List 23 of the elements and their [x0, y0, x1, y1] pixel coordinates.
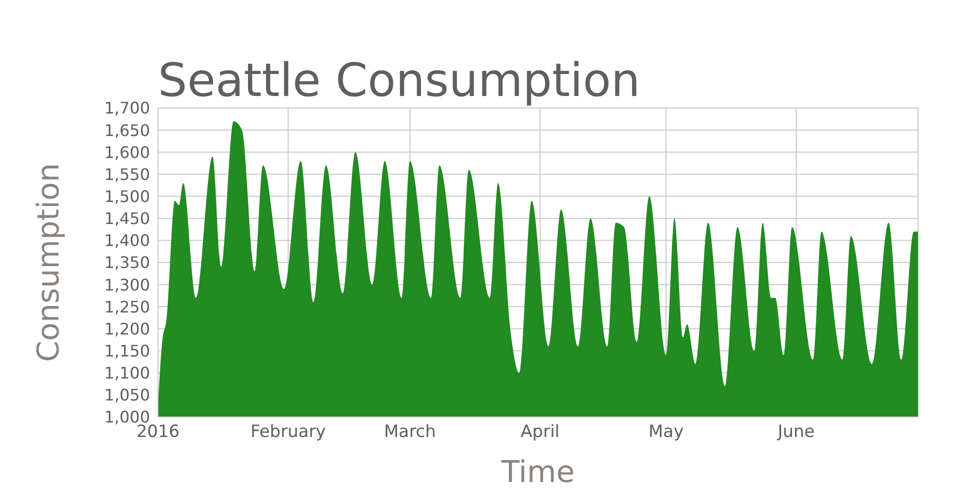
- y-tick-label: 1,550: [104, 164, 150, 184]
- x-tick-label: 2016: [136, 422, 180, 442]
- y-tick-label: 1,500: [104, 186, 150, 206]
- y-tick-label: 1,300: [104, 275, 150, 294]
- x-axis-title: Time: [500, 455, 575, 490]
- y-tick-label: 1,200: [104, 319, 150, 338]
- y-tick-label: 1,150: [104, 341, 150, 360]
- y-tick-label: 1,650: [104, 120, 150, 140]
- x-tick-label: February: [250, 422, 326, 442]
- y-tick-label: 1,100: [104, 364, 150, 383]
- y-tick-label: 1,450: [104, 209, 150, 228]
- y-tick-label: 1,250: [104, 297, 150, 316]
- y-tick-label: 1,700: [104, 98, 150, 118]
- x-tick-label: June: [776, 422, 815, 442]
- y-tick-label: 1,050: [104, 386, 150, 405]
- y-tick-label: 1,600: [104, 142, 150, 162]
- chart-title: Seattle Consumption: [158, 52, 640, 108]
- x-tick-label: April: [520, 422, 560, 442]
- y-tick-label: 1,400: [104, 231, 150, 250]
- x-tick-label: March: [384, 422, 436, 442]
- x-tick-label: May: [648, 422, 684, 442]
- y-tick-label: 1,350: [104, 253, 150, 272]
- y-axis-title: Consumption: [32, 163, 67, 362]
